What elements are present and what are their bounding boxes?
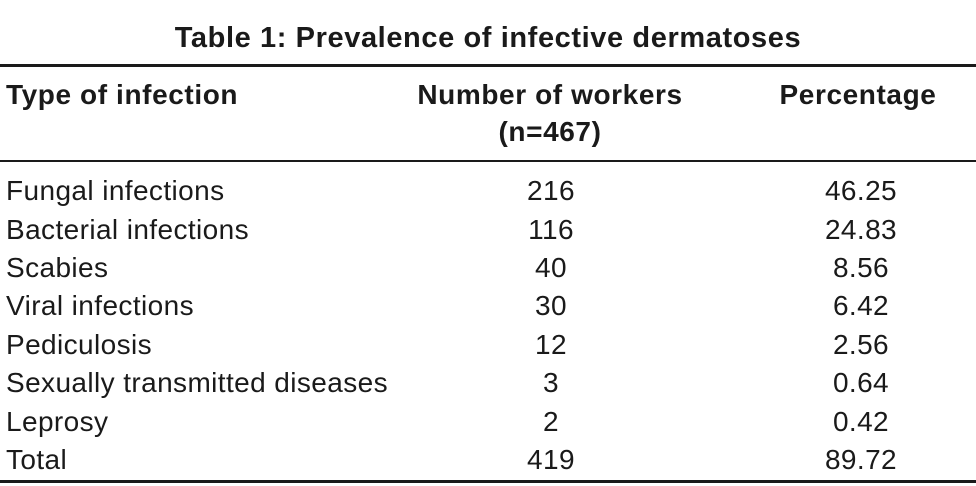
cell-type: Pediculosis [6,328,153,360]
table-row-total: Total 419 89.72 [0,441,976,479]
header-number-line2: (n=467) [498,116,602,147]
cell-number: 2 [543,405,559,437]
table-row: Bacterial infections 116 24.83 [0,210,976,248]
header-number-of-workers: Number of workers (n=467) [330,76,770,150]
table-row: Pediculosis 12 2.56 [0,326,976,364]
cell-percentage: 0.42 [832,405,890,437]
cell-type: Leprosy [6,405,109,437]
cell-type: Scabies [6,251,109,283]
table-row: Viral infections 30 6.42 [0,287,976,325]
cell-percentage: 6.42 [832,290,890,322]
cell-type: Bacterial infections [6,213,250,245]
cell-number: 30 [535,290,567,322]
header-type-of-infection: Type of infection [6,79,239,110]
data-table: Fungal infections 216 46.25 Bacterial in… [0,172,976,479]
cell-number: 116 [528,213,574,245]
header-number-line1: Number of workers [417,79,683,110]
cell-percentage: 0.64 [832,367,890,399]
top-rule [0,64,976,67]
cell-type: Sexually transmitted diseases [6,367,388,399]
cell-number: 419 [527,443,575,475]
cell-percentage: 24.83 [824,213,898,245]
table-row: Leprosy 2 0.42 [0,402,976,440]
cell-percentage: 46.25 [824,175,898,207]
cell-number: 3 [543,367,559,399]
cell-number: 12 [535,328,567,360]
table-title: Table 1: Prevalence of infective dermato… [174,22,802,54]
header-rule [0,160,976,162]
bottom-rule [0,480,976,483]
cell-percentage: 8.56 [832,251,890,283]
table-row: Sexually transmitted diseases 3 0.64 [0,364,976,402]
cell-type: Total [6,443,68,475]
cell-percentage: 2.56 [832,328,890,360]
table-row: Scabies 40 8.56 [0,249,976,287]
table-row: Fungal infections 216 46.25 [0,172,976,210]
cell-type: Fungal infections [6,175,225,207]
cell-type: Viral infections [6,290,194,322]
header-percentage: Percentage [779,79,937,110]
cell-number: 216 [527,175,575,207]
cell-number: 40 [535,251,567,283]
cell-percentage: 89.72 [824,443,898,475]
